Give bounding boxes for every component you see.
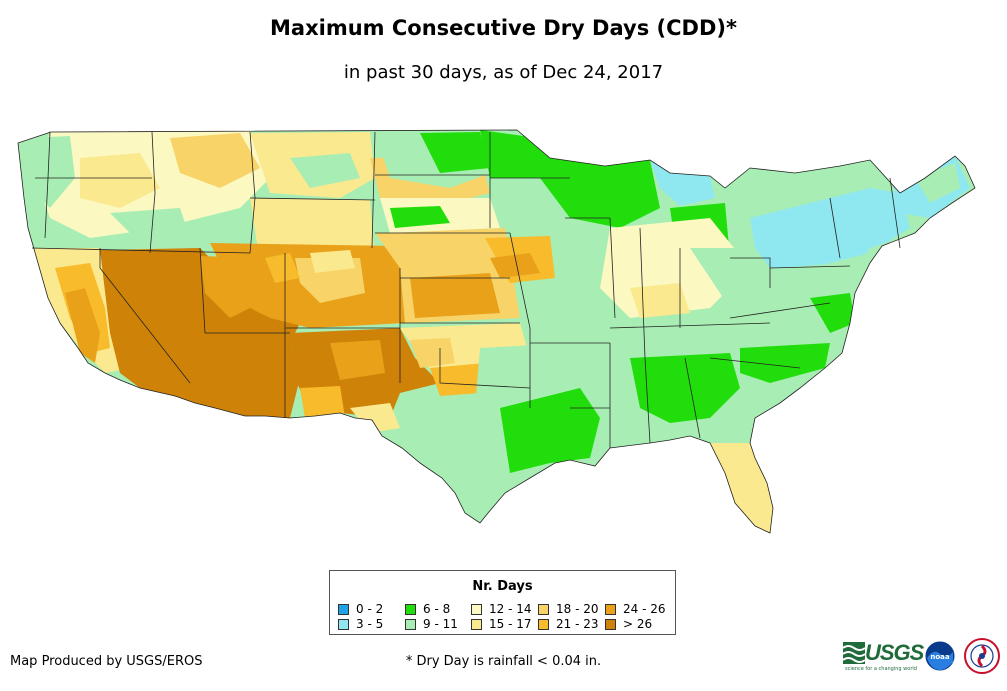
noaa-text: noaa	[930, 653, 950, 661]
nws-logo	[964, 638, 1000, 674]
map-subtitle: in past 30 days, as of Dec 24, 2017	[343, 62, 664, 83]
legend-label: 18 - 20	[556, 602, 599, 616]
legend-label: > 26	[623, 617, 653, 631]
usgs-logo: USGS science for a changing world	[843, 640, 924, 672]
legend-title: Nr. Days	[472, 579, 533, 594]
legend-swatch	[605, 603, 616, 615]
legend-swatch	[605, 618, 616, 630]
legend-swatch	[338, 603, 349, 615]
legend-item-3-5: 3 - 5	[338, 617, 383, 631]
map-title: Maximum Consecutive Dry Days (CDD)*	[270, 16, 737, 40]
legend-item-24-26: 24 - 26	[605, 602, 666, 616]
legend-label: 9 - 11	[423, 617, 458, 631]
usgs-wordmark: USGS	[865, 640, 924, 665]
legend-label: 3 - 5	[356, 617, 384, 631]
legend-swatch	[471, 603, 482, 615]
legend-label: 0 - 2	[356, 602, 384, 616]
legend-item-12-14: 12 - 14	[471, 602, 532, 616]
legend-item-6-8: 6 - 8	[405, 602, 450, 616]
legend-swatch	[471, 618, 482, 630]
map-credit: Map Produced by USGS/EROS	[10, 654, 203, 669]
legend-label: 15 - 17	[489, 617, 532, 631]
legend-item-21-23: 21 - 23	[538, 617, 599, 631]
state-borders	[17, 129, 976, 534]
us-dry-days-map	[17, 129, 976, 534]
legend-swatch	[538, 618, 549, 630]
legend-item-18-20: 18 - 20	[538, 602, 599, 616]
legend-item-0-2: 0 - 2	[338, 602, 383, 616]
noaa-logo: noaa	[924, 640, 956, 672]
legend-label: 12 - 14	[489, 602, 532, 616]
legend-swatch	[338, 618, 349, 630]
legend-label: 21 - 23	[556, 617, 599, 631]
legend: Nr. Days 0 - 2 3 - 5 6 - 8 9 - 11 12 - 1…	[329, 570, 676, 635]
legend-swatch	[405, 618, 416, 630]
usgs-wave-icon	[843, 642, 865, 664]
legend-swatch	[405, 603, 416, 615]
legend-swatch	[538, 603, 549, 615]
legend-item-15-17: 15 - 17	[471, 617, 532, 631]
legend-label: 6 - 8	[423, 602, 451, 616]
usgs-tagline: science for a changing world	[845, 666, 917, 672]
legend-item-over-26: > 26	[605, 617, 652, 631]
legend-item-9-11: 9 - 11	[405, 617, 458, 631]
footnote: * Dry Day is rainfall < 0.04 in.	[405, 654, 602, 669]
legend-label: 24 - 26	[623, 602, 666, 616]
